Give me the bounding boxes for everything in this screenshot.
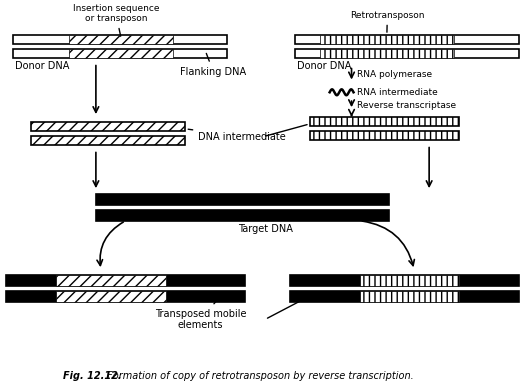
Bar	[31, 122, 185, 131]
Bar	[6, 275, 245, 286]
Text: Reverse transcriptase: Reverse transcriptase	[356, 100, 456, 110]
FancyArrowPatch shape	[362, 221, 414, 265]
Text: Fig. 12.12.: Fig. 12.12.	[63, 371, 122, 381]
Bar	[13, 49, 227, 58]
FancyArrowPatch shape	[97, 222, 123, 265]
Text: DNA intermediate: DNA intermediate	[188, 129, 286, 142]
Bar	[69, 49, 174, 58]
Text: Donor DNA: Donor DNA	[297, 61, 351, 71]
Bar	[310, 131, 459, 140]
Bar	[359, 275, 459, 286]
Bar	[96, 210, 389, 221]
Text: Target DNA: Target DNA	[237, 223, 293, 234]
Bar	[31, 136, 185, 145]
Bar	[359, 291, 459, 302]
Bar	[290, 275, 519, 286]
Text: RNA polymerase: RNA polymerase	[356, 70, 432, 79]
Bar	[290, 291, 519, 302]
Bar	[320, 49, 454, 58]
Bar	[6, 291, 245, 302]
Text: RNA intermediate: RNA intermediate	[356, 88, 437, 97]
Bar	[56, 275, 166, 286]
Bar	[295, 35, 519, 44]
Bar	[56, 291, 166, 302]
Bar	[69, 35, 174, 44]
Text: Flanking DNA: Flanking DNA	[180, 54, 246, 76]
Bar	[320, 35, 454, 44]
Bar	[295, 49, 519, 58]
Text: Donor DNA: Donor DNA	[15, 61, 70, 71]
Bar	[13, 35, 227, 44]
Text: Formation of copy of retrotransposon by reverse transcription.: Formation of copy of retrotransposon by …	[104, 371, 414, 381]
Text: Transposed mobile
elements: Transposed mobile elements	[155, 293, 246, 330]
Bar	[96, 194, 389, 205]
Text: Retrotransposon: Retrotransposon	[350, 11, 425, 32]
Text: Insertion sequence
or transposon: Insertion sequence or transposon	[73, 3, 159, 36]
Bar	[310, 117, 459, 126]
